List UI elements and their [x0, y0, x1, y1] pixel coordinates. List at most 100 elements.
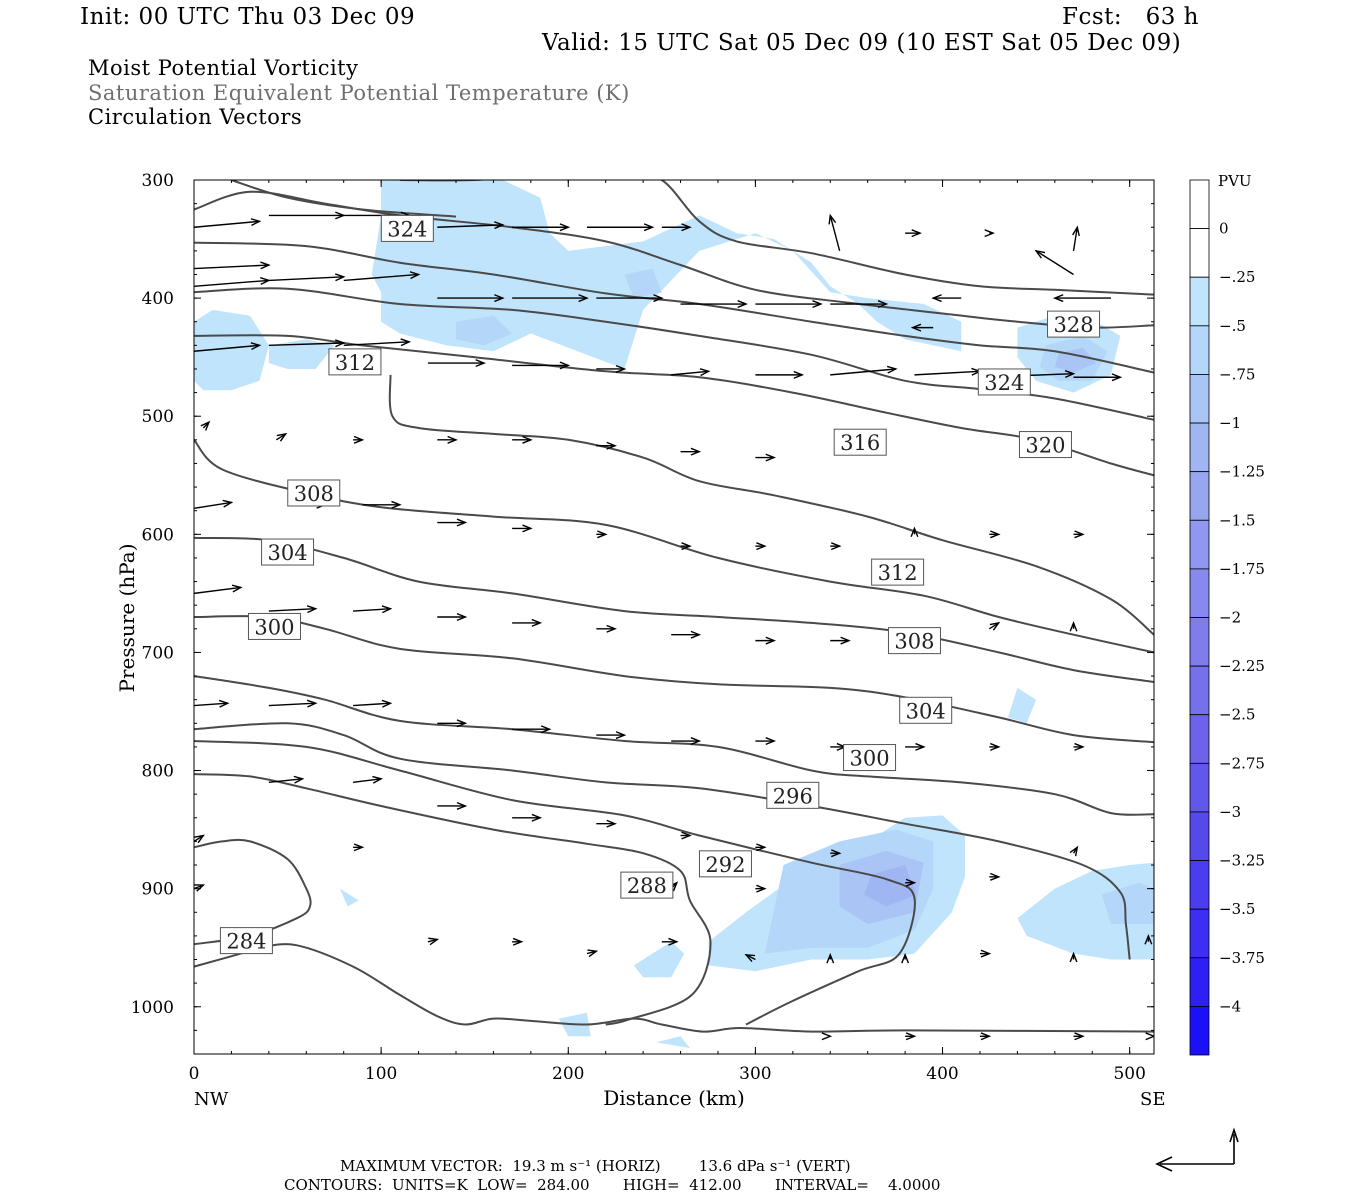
circulation-vector — [512, 435, 533, 444]
circulation-vector — [437, 719, 468, 728]
circulation-vector — [512, 813, 543, 822]
circulation-vector — [821, 1032, 833, 1041]
circulation-vector — [1069, 951, 1078, 963]
svg-text:328: 328 — [1053, 313, 1093, 337]
colorbar-bin — [1189, 179, 1210, 230]
circulation-vector — [755, 636, 777, 645]
x-tick-label: 0 — [189, 1064, 200, 1084]
contour-label: 320 — [1018, 431, 1072, 459]
field-mpv-label: Moist Potential Vorticity — [88, 56, 359, 80]
svg-text:312: 312 — [878, 561, 918, 585]
mpv-region — [456, 315, 513, 346]
forecast-hour: Fcst: 63 h — [1062, 4, 1199, 30]
circulation-vector — [352, 775, 384, 784]
colorbar-tick-label: −3.5 — [1219, 900, 1255, 918]
contour-info: CONTOURS: UNITS=K LOW= 284.00 HIGH= 412.… — [284, 1176, 941, 1194]
circulation-vector — [343, 271, 421, 282]
svg-text:312: 312 — [335, 351, 375, 375]
circulation-vector — [680, 447, 702, 456]
colorbar-tick-label: −2.5 — [1219, 706, 1255, 724]
circulation-vector — [437, 801, 468, 810]
circulation-vector — [427, 359, 486, 368]
circulation-vector — [596, 530, 608, 539]
svg-text:296: 296 — [773, 784, 813, 808]
colorbar-bin — [1189, 908, 1210, 959]
colorbar-bin — [1189, 957, 1210, 1007]
circulation-vector — [755, 737, 777, 746]
colorbar-bin — [1189, 665, 1210, 716]
circulation-vector — [437, 221, 505, 230]
field-theta-es-label: Saturation Equivalent Potential Temperat… — [88, 81, 630, 105]
circulation-vector — [905, 878, 917, 887]
contour-label: 300 — [843, 744, 897, 772]
circulation-vector — [512, 223, 571, 232]
theta-contour-288 — [194, 773, 712, 1026]
svg-text:292: 292 — [705, 853, 745, 877]
circulation-vector — [671, 630, 702, 639]
circulation-vector — [268, 211, 346, 220]
circulation-vector — [353, 699, 393, 708]
mpv-region — [1017, 862, 1154, 960]
circulation-vector — [680, 831, 692, 840]
circulation-vector — [680, 542, 692, 551]
circulation-vector — [914, 367, 982, 376]
contour-label: 324 — [977, 368, 1031, 396]
y-tick-label: 800 — [142, 762, 174, 782]
circulation-vector — [931, 294, 962, 303]
contour-label: 328 — [1047, 310, 1101, 338]
colorbar-tick-label: −3.75 — [1219, 949, 1265, 967]
colorbar-tick-label: −2.25 — [1219, 657, 1265, 675]
colorbar-tick-label: −.5 — [1219, 317, 1246, 335]
colorbar-bin — [1189, 325, 1210, 375]
mpv-region — [1101, 882, 1154, 925]
circulation-vector — [596, 294, 664, 303]
colorbar-tick-label: −.25 — [1219, 268, 1255, 286]
contour-label: 308 — [287, 479, 341, 507]
circulation-vector — [268, 605, 318, 614]
theta-contour-308 — [194, 536, 1154, 683]
mpv-region — [194, 309, 269, 391]
circulation-vector — [437, 518, 468, 527]
svg-text:320: 320 — [1025, 434, 1065, 458]
theta-contour-296 — [194, 722, 1131, 960]
circulation-vector — [1072, 225, 1080, 251]
circulation-vector — [194, 584, 243, 595]
contour-label: 300 — [247, 612, 301, 640]
circulation-vector — [661, 937, 679, 946]
svg-text:288: 288 — [627, 874, 667, 898]
circulation-vector — [268, 699, 318, 708]
y-tick-label: 300 — [142, 171, 174, 191]
contour-label: 312 — [871, 558, 925, 586]
colorbar-tick-label: −1 — [1219, 414, 1241, 432]
circulation-vector — [901, 952, 910, 964]
contour-label: 292 — [698, 850, 752, 878]
mpv-region — [268, 339, 335, 369]
circulation-vector — [755, 542, 767, 551]
circulation-vector — [275, 432, 288, 442]
circulation-vector — [586, 949, 599, 958]
circulation-vector — [512, 725, 552, 734]
y-tick-label: 500 — [142, 407, 174, 427]
contour-label: 288 — [620, 871, 674, 899]
theta-contour-304 — [194, 615, 1154, 744]
x-tick-label: 100 — [365, 1064, 397, 1084]
circulation-vector — [427, 937, 440, 946]
colorbar-tick-label: −1.5 — [1219, 511, 1255, 529]
circulation-vector — [910, 323, 934, 332]
circulation-vector — [596, 441, 617, 450]
contour-label: 308 — [887, 627, 941, 655]
circulation-vector — [830, 849, 842, 858]
circulation-vector — [755, 843, 767, 852]
circulation-vector — [1034, 249, 1074, 276]
colorbar-bin — [1189, 228, 1210, 278]
circulation-vector — [596, 624, 617, 633]
circulation-vector — [830, 742, 848, 751]
circulation-vector — [680, 300, 748, 309]
circulation-vector — [362, 500, 402, 509]
circulation-vector — [755, 300, 823, 309]
colorbar-bin — [1189, 276, 1210, 327]
circulation-vectors — [194, 211, 1154, 1041]
svg-text:300: 300 — [254, 615, 294, 639]
circulation-vector — [1073, 1032, 1085, 1041]
colorbar-bin — [1189, 471, 1210, 521]
